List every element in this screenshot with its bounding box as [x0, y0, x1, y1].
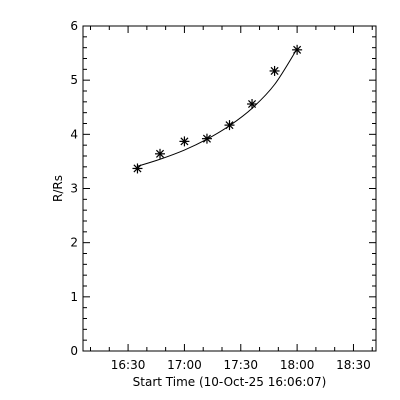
data-point — [269, 65, 280, 76]
y-tick-label: 5 — [70, 73, 78, 87]
plot-frame — [82, 25, 377, 352]
x-tick-label: 18:30 — [336, 358, 371, 372]
y-axis: 0 1 2 3 4 5 6 — [70, 19, 376, 358]
y-axis-label: R/Rs — [51, 175, 65, 202]
y-tick-label: 3 — [70, 182, 78, 196]
data-point — [247, 99, 258, 109]
x-axis-label: Start Time (10-Oct-25 16:06:07) — [133, 375, 327, 389]
x-axis: 16:30 17:00 17:30 18:00 18:30 — [90, 26, 373, 372]
x-tick-label: 16:30 — [111, 358, 146, 372]
y-tick-label: 4 — [70, 127, 78, 141]
x-tick-label: 17:00 — [167, 358, 202, 372]
y-tick-label: 2 — [70, 236, 78, 250]
data-points — [132, 44, 303, 174]
data-point — [132, 163, 143, 174]
data-point — [224, 120, 235, 131]
y-tick-label: 1 — [70, 290, 78, 304]
data-point — [179, 136, 190, 147]
fit-curve — [137, 48, 298, 167]
x-tick-label: 17:30 — [223, 358, 258, 372]
y-tick-label: 0 — [70, 344, 78, 358]
data-point — [201, 133, 212, 144]
y-tick-label: 6 — [70, 19, 78, 33]
data-point — [292, 44, 303, 55]
data-point — [155, 148, 166, 159]
x-tick-label: 18:00 — [280, 358, 315, 372]
